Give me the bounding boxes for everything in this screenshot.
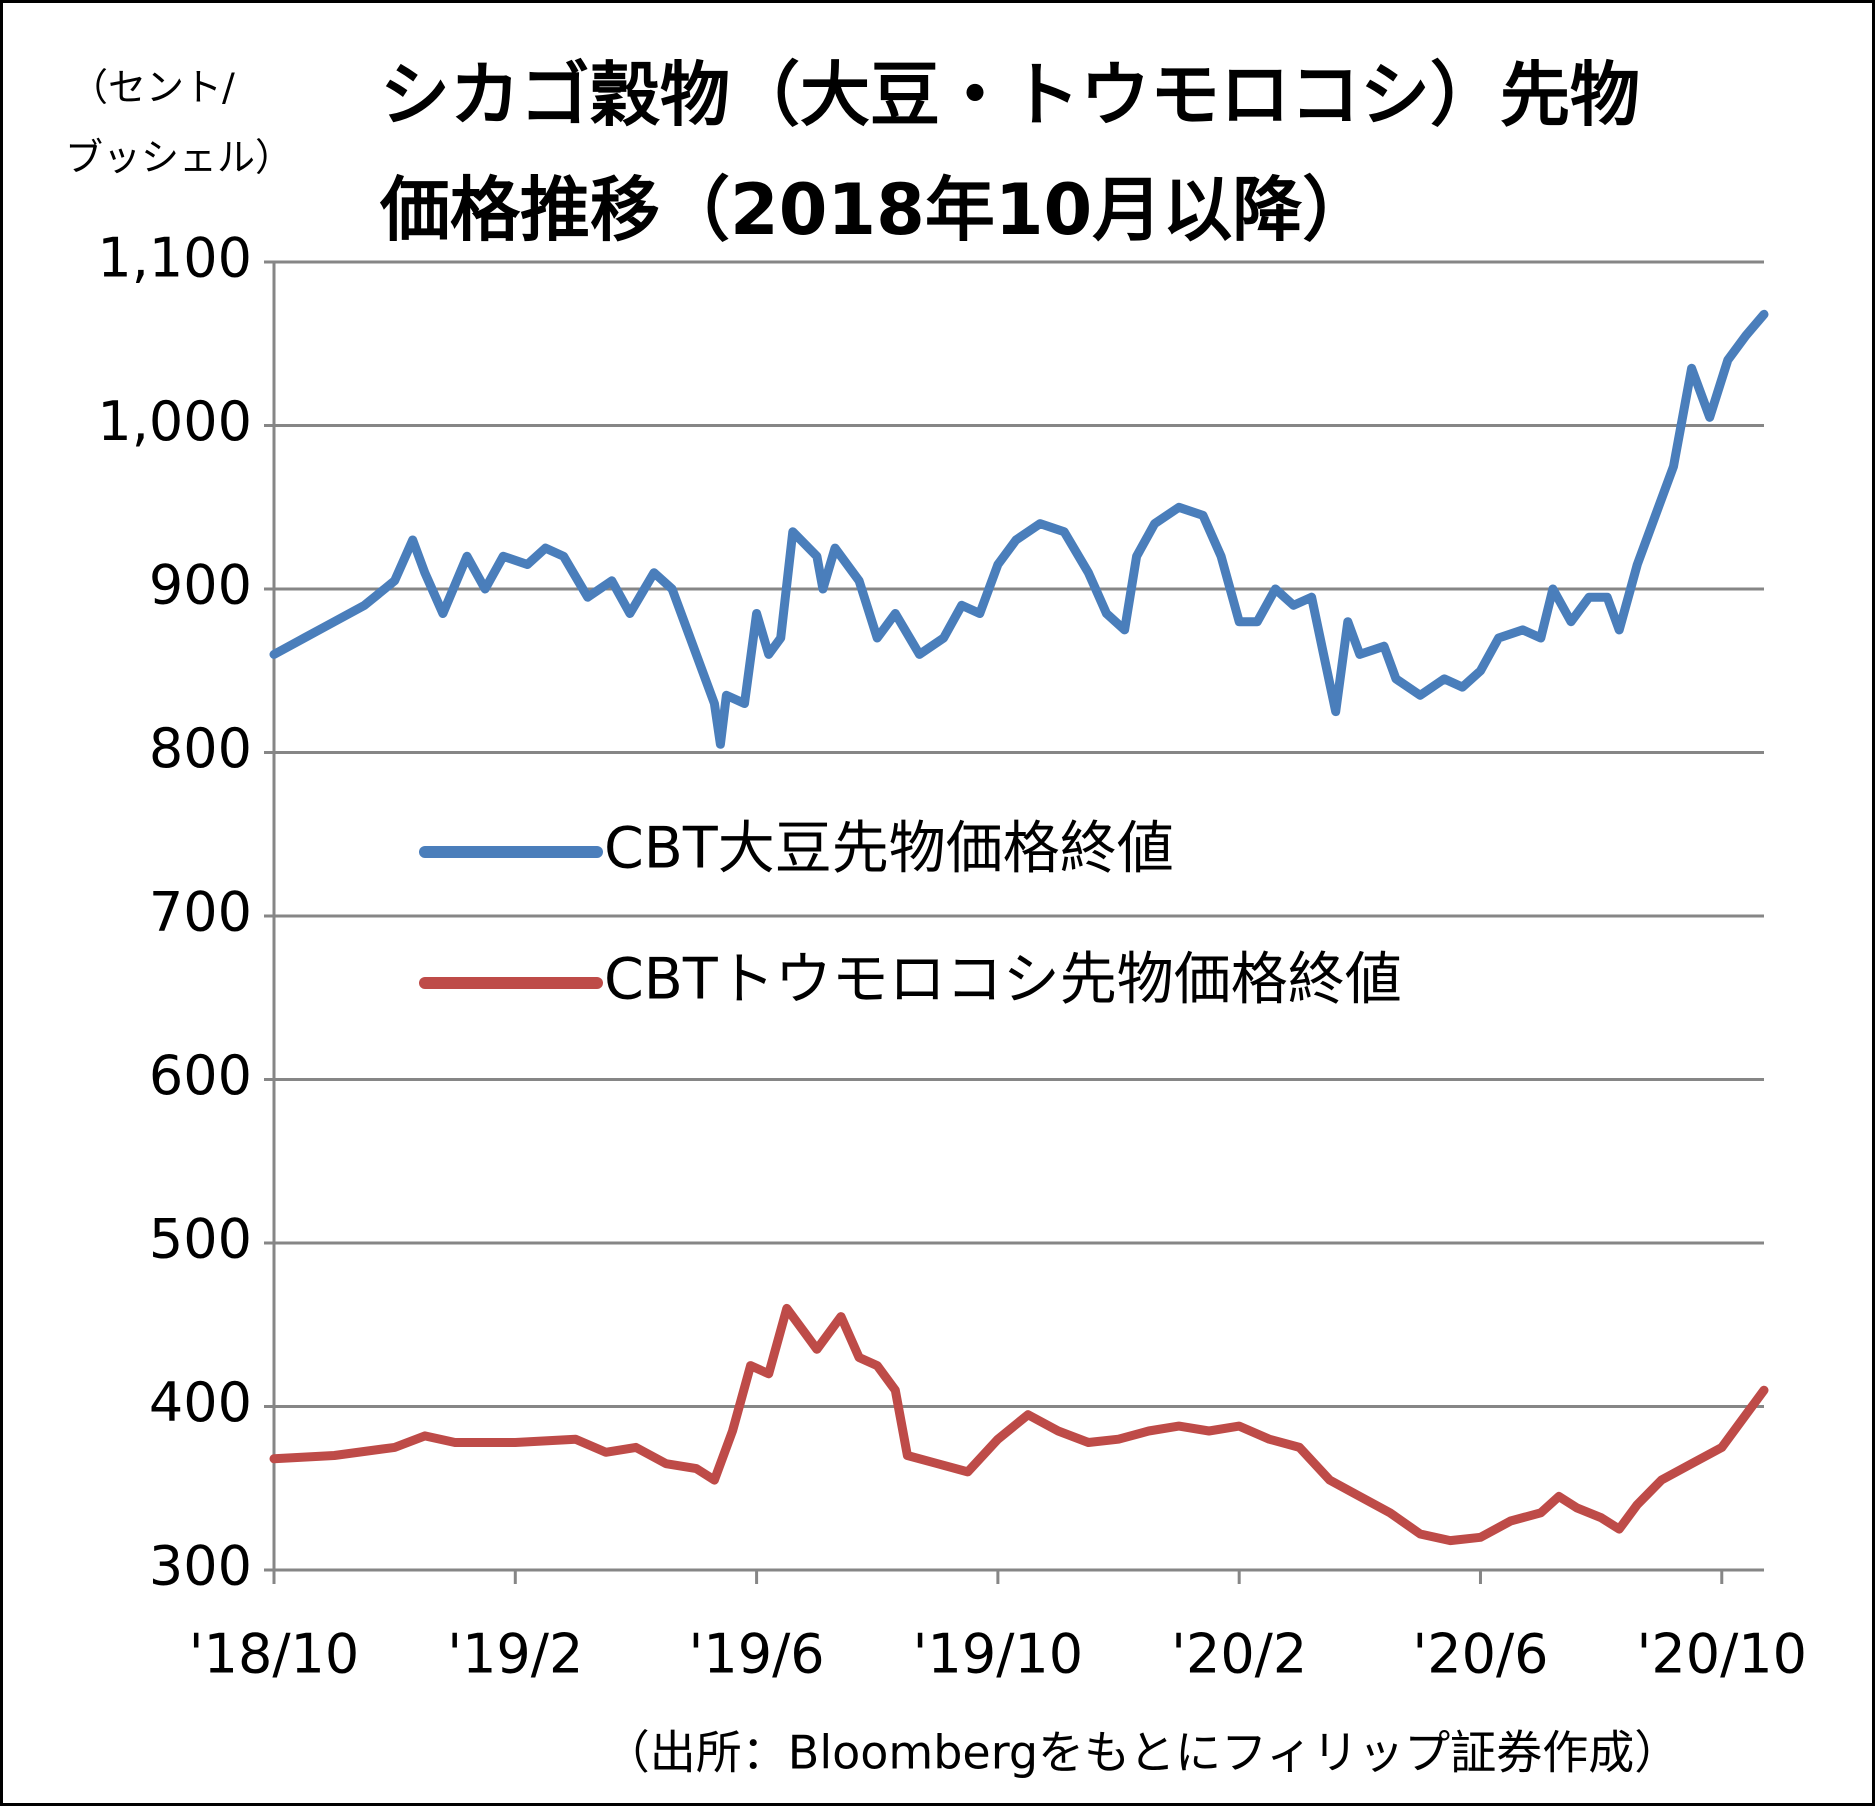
- x-tick-label: '19/6: [689, 1623, 825, 1686]
- data-line: [269, 309, 1769, 749]
- x-tick-label: '19/2: [447, 1623, 583, 1686]
- y-unit-label: （セント/: [70, 66, 235, 110]
- data-line: [269, 1303, 1769, 1546]
- chart-title: シカゴ穀物（大豆・トウモロコシ）先物: [380, 54, 1640, 136]
- chart-title: 価格推移（2018年10月以降）: [379, 169, 1372, 251]
- y-tick-label: 400: [149, 1371, 252, 1434]
- y-tick-label: 800: [149, 717, 252, 780]
- y-tick-label: 700: [149, 881, 252, 944]
- y-unit-label: ブッシェル）: [65, 136, 293, 180]
- x-tick-label: '20/6: [1412, 1623, 1548, 1686]
- y-tick-label: 300: [149, 1535, 252, 1598]
- y-tick-label: 500: [149, 1208, 252, 1271]
- x-tick-label: '19/10: [913, 1623, 1083, 1686]
- x-tick-label: '20/10: [1637, 1623, 1807, 1686]
- y-tick-label: 1,100: [97, 227, 252, 290]
- y-tick-label: 1,000: [97, 390, 252, 453]
- y-tick-label: 600: [149, 1044, 252, 1107]
- legend-label: CBTトウモロコシ先物価格終値: [604, 947, 1402, 1013]
- y-tick-label: 900: [149, 554, 252, 617]
- source-note: （出所：Bloombergをもとにフィリップ証券作成）: [604, 1726, 1680, 1780]
- x-tick-label: '20/2: [1171, 1623, 1307, 1686]
- x-tick-label: '18/10: [189, 1623, 359, 1686]
- legend-label: CBT大豆先物価格終値: [604, 816, 1174, 882]
